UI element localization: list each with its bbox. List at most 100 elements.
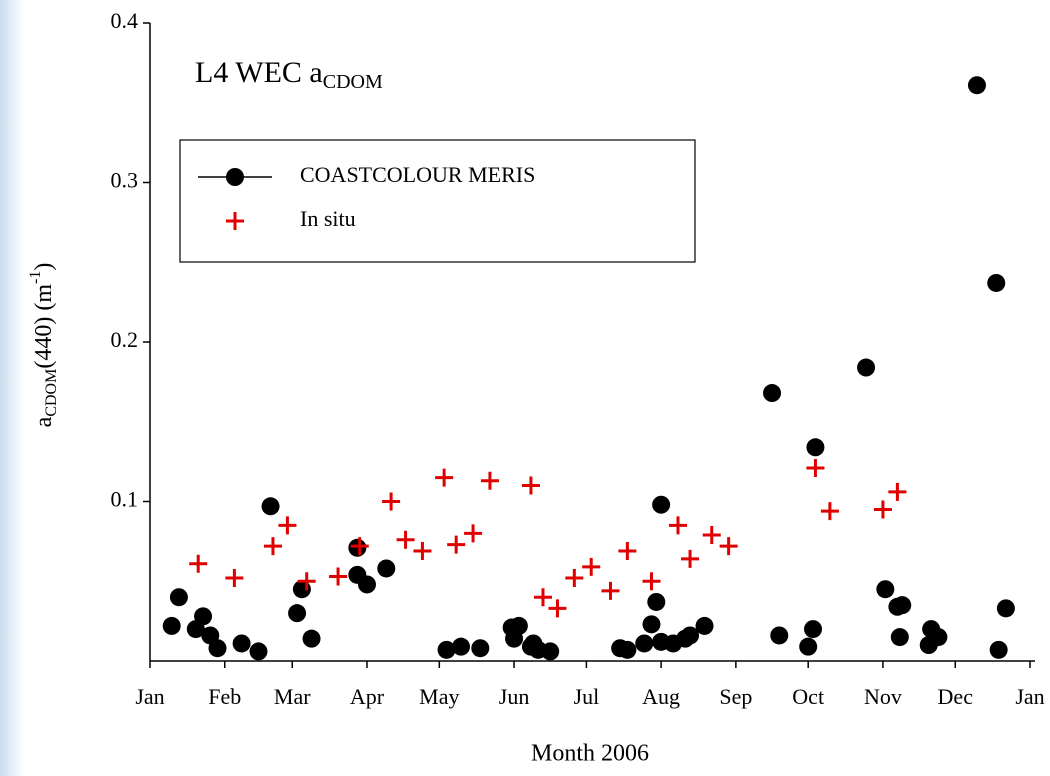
data-point <box>695 616 714 635</box>
data-point <box>642 572 661 591</box>
data-point <box>642 615 661 634</box>
data-point <box>357 575 376 594</box>
data-point <box>377 559 396 578</box>
y-tick-label: 0.2 <box>111 327 139 352</box>
data-point <box>548 599 567 618</box>
legend-marker <box>226 212 244 230</box>
data-point <box>413 541 432 560</box>
x-tick-label: Jul <box>574 684 600 709</box>
data-point <box>208 639 227 658</box>
data-point <box>189 554 208 573</box>
data-point <box>505 629 524 648</box>
data-point <box>806 438 825 457</box>
x-tick-label: Jan <box>1015 684 1044 709</box>
y-label-part: a <box>31 416 57 427</box>
data-point <box>876 580 895 599</box>
data-point <box>263 537 282 556</box>
data-point <box>893 596 912 615</box>
edge-strip <box>0 0 24 776</box>
legend-box <box>179 139 696 263</box>
data-point <box>452 637 471 656</box>
legend-marker <box>226 168 244 186</box>
data-point <box>681 549 700 568</box>
x-tick-label: Apr <box>350 684 385 709</box>
data-point <box>799 637 818 656</box>
x-tick-label: Jun <box>499 684 530 709</box>
data-point <box>806 459 825 478</box>
data-point <box>719 537 738 556</box>
data-point <box>929 628 948 647</box>
data-point <box>396 530 415 549</box>
data-point <box>382 492 401 511</box>
legend-label: COASTCOLOUR MERIS <box>300 162 535 187</box>
y-axis-label: aCDOM(440) (m-1) <box>27 263 60 428</box>
x-tick-label: Dec <box>938 684 974 709</box>
data-point <box>652 495 671 514</box>
x-axis-label: Month 2006 <box>531 741 649 767</box>
data-point <box>890 628 909 647</box>
legend-label: In situ <box>300 206 356 231</box>
x-tick-label: May <box>419 684 459 709</box>
data-point <box>601 581 620 600</box>
x-tick-label: Jan <box>135 684 164 709</box>
data-point <box>888 482 907 501</box>
y-label-part: ) <box>31 263 57 271</box>
data-point <box>582 557 601 576</box>
y-label-sub: CDOM <box>43 369 60 417</box>
y-tick-label: 0.1 <box>111 487 139 512</box>
data-point <box>194 607 213 626</box>
data-point <box>533 588 552 607</box>
title-main: L4 WEC a <box>195 56 323 89</box>
x-tick-label: Feb <box>208 684 241 709</box>
data-point <box>541 642 560 661</box>
data-point <box>987 273 1006 292</box>
y-label-part: (440) (m <box>31 284 57 369</box>
data-point <box>702 525 721 544</box>
data-point <box>288 604 307 623</box>
data-point <box>437 640 456 659</box>
data-point <box>681 626 700 645</box>
x-tick-label: Mar <box>274 684 311 709</box>
data-point <box>647 592 666 611</box>
data-point <box>225 569 244 588</box>
data-point <box>261 497 280 516</box>
data-point <box>447 535 466 554</box>
chart-title: L4 WEC aCDOM <box>195 56 383 93</box>
data-point <box>967 76 986 95</box>
title-sub: CDOM <box>323 71 383 93</box>
data-point <box>873 500 892 519</box>
data-point <box>169 588 188 607</box>
data-point <box>435 468 454 487</box>
data-point <box>618 541 637 560</box>
x-tick-label: Nov <box>864 684 902 709</box>
data-point <box>302 629 321 648</box>
data-point <box>232 634 251 653</box>
y-tick-label: 0.3 <box>111 168 139 193</box>
data-point <box>565 569 584 588</box>
data-point <box>329 567 348 586</box>
x-tick-label: Sep <box>719 684 752 709</box>
data-point <box>464 524 483 543</box>
y-tick-label: 0.4 <box>111 8 139 33</box>
data-point <box>763 384 782 403</box>
data-point <box>350 537 369 556</box>
data-point <box>989 640 1008 659</box>
data-point <box>480 471 499 490</box>
data-point <box>770 626 789 645</box>
data-point <box>804 620 823 639</box>
data-point <box>996 599 1015 618</box>
data-point <box>278 516 297 535</box>
data-point <box>857 358 876 377</box>
x-tick-label: Oct <box>792 684 824 709</box>
data-point <box>471 639 490 658</box>
y-label-sup: -1 <box>27 271 44 284</box>
data-point <box>297 572 316 591</box>
data-point <box>820 502 839 521</box>
data-point <box>521 476 540 495</box>
data-point <box>635 634 654 653</box>
data-point <box>669 516 687 535</box>
data-point <box>348 538 367 557</box>
data-point <box>162 616 181 635</box>
